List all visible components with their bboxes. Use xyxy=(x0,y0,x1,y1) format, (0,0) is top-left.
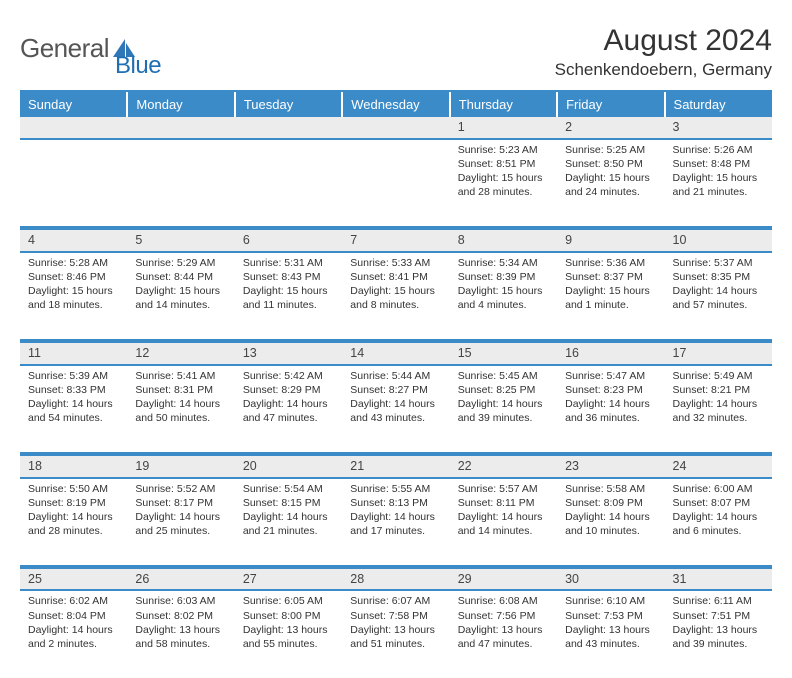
day-number-row: 123 xyxy=(20,117,772,139)
day-info-row: Sunrise: 5:23 AM Sunset: 8:51 PM Dayligh… xyxy=(20,139,772,227)
day-number: 1 xyxy=(450,117,557,139)
day-number: 23 xyxy=(557,455,664,478)
day-number-row: 18192021222324 xyxy=(20,455,772,478)
day-info: Sunrise: 5:33 AM Sunset: 8:41 PM Dayligh… xyxy=(342,252,449,340)
day-info: Sunrise: 5:23 AM Sunset: 8:51 PM Dayligh… xyxy=(450,139,557,227)
day-info: Sunrise: 6:05 AM Sunset: 8:00 PM Dayligh… xyxy=(235,590,342,678)
day-number: 14 xyxy=(342,342,449,365)
day-number xyxy=(127,117,234,139)
brand-name-1: General xyxy=(20,33,109,64)
weekday-header: Sunday xyxy=(20,92,127,117)
location-label: Schenkendoebern, Germany xyxy=(555,60,772,80)
day-info xyxy=(127,139,234,227)
day-number: 10 xyxy=(665,229,772,252)
day-number: 11 xyxy=(20,342,127,365)
day-number: 18 xyxy=(20,455,127,478)
day-number: 7 xyxy=(342,229,449,252)
day-info: Sunrise: 5:34 AM Sunset: 8:39 PM Dayligh… xyxy=(450,252,557,340)
day-info: Sunrise: 5:50 AM Sunset: 8:19 PM Dayligh… xyxy=(20,478,127,566)
day-info xyxy=(342,139,449,227)
weekday-header: Monday xyxy=(127,92,234,117)
day-number: 24 xyxy=(665,455,772,478)
day-info: Sunrise: 6:10 AM Sunset: 7:53 PM Dayligh… xyxy=(557,590,664,678)
day-number: 31 xyxy=(665,568,772,591)
day-info: Sunrise: 6:03 AM Sunset: 8:02 PM Dayligh… xyxy=(127,590,234,678)
weekday-header: Wednesday xyxy=(342,92,449,117)
day-info: Sunrise: 5:29 AM Sunset: 8:44 PM Dayligh… xyxy=(127,252,234,340)
day-info xyxy=(235,139,342,227)
day-number-row: 45678910 xyxy=(20,229,772,252)
day-info: Sunrise: 5:45 AM Sunset: 8:25 PM Dayligh… xyxy=(450,365,557,453)
day-info: Sunrise: 5:49 AM Sunset: 8:21 PM Dayligh… xyxy=(665,365,772,453)
day-number: 22 xyxy=(450,455,557,478)
day-number: 6 xyxy=(235,229,342,252)
weekday-header-row: Sunday Monday Tuesday Wednesday Thursday… xyxy=(20,92,772,117)
weekday-header: Saturday xyxy=(665,92,772,117)
day-info: Sunrise: 5:44 AM Sunset: 8:27 PM Dayligh… xyxy=(342,365,449,453)
day-info: Sunrise: 5:47 AM Sunset: 8:23 PM Dayligh… xyxy=(557,365,664,453)
title-block: August 2024 Schenkendoebern, Germany xyxy=(555,24,772,80)
brand-logo: General Blue xyxy=(20,24,161,72)
day-number xyxy=(20,117,127,139)
day-number: 16 xyxy=(557,342,664,365)
day-info: Sunrise: 5:28 AM Sunset: 8:46 PM Dayligh… xyxy=(20,252,127,340)
day-info: Sunrise: 6:08 AM Sunset: 7:56 PM Dayligh… xyxy=(450,590,557,678)
day-number: 4 xyxy=(20,229,127,252)
day-number: 8 xyxy=(450,229,557,252)
day-info: Sunrise: 6:07 AM Sunset: 7:58 PM Dayligh… xyxy=(342,590,449,678)
day-info: Sunrise: 5:36 AM Sunset: 8:37 PM Dayligh… xyxy=(557,252,664,340)
day-info-row: Sunrise: 5:28 AM Sunset: 8:46 PM Dayligh… xyxy=(20,252,772,340)
day-number: 30 xyxy=(557,568,664,591)
day-info: Sunrise: 5:52 AM Sunset: 8:17 PM Dayligh… xyxy=(127,478,234,566)
month-title: August 2024 xyxy=(555,24,772,58)
day-number: 13 xyxy=(235,342,342,365)
day-info: Sunrise: 5:57 AM Sunset: 8:11 PM Dayligh… xyxy=(450,478,557,566)
day-info: Sunrise: 6:00 AM Sunset: 8:07 PM Dayligh… xyxy=(665,478,772,566)
day-info: Sunrise: 5:58 AM Sunset: 8:09 PM Dayligh… xyxy=(557,478,664,566)
calendar-table: Sunday Monday Tuesday Wednesday Thursday… xyxy=(20,92,772,678)
day-number: 5 xyxy=(127,229,234,252)
day-number xyxy=(342,117,449,139)
day-info: Sunrise: 5:26 AM Sunset: 8:48 PM Dayligh… xyxy=(665,139,772,227)
day-number: 21 xyxy=(342,455,449,478)
day-number: 19 xyxy=(127,455,234,478)
day-info-row: Sunrise: 5:39 AM Sunset: 8:33 PM Dayligh… xyxy=(20,365,772,453)
day-number-row: 25262728293031 xyxy=(20,568,772,591)
day-info: Sunrise: 5:54 AM Sunset: 8:15 PM Dayligh… xyxy=(235,478,342,566)
day-info: Sunrise: 5:42 AM Sunset: 8:29 PM Dayligh… xyxy=(235,365,342,453)
day-info: Sunrise: 5:55 AM Sunset: 8:13 PM Dayligh… xyxy=(342,478,449,566)
day-number: 26 xyxy=(127,568,234,591)
day-info: Sunrise: 5:39 AM Sunset: 8:33 PM Dayligh… xyxy=(20,365,127,453)
day-number: 2 xyxy=(557,117,664,139)
day-number-row: 11121314151617 xyxy=(20,342,772,365)
page-header: General Blue August 2024 Schenkendoebern… xyxy=(20,24,772,80)
day-number: 25 xyxy=(20,568,127,591)
day-info: Sunrise: 5:25 AM Sunset: 8:50 PM Dayligh… xyxy=(557,139,664,227)
day-number: 15 xyxy=(450,342,557,365)
day-number xyxy=(235,117,342,139)
day-number: 12 xyxy=(127,342,234,365)
day-info: Sunrise: 6:11 AM Sunset: 7:51 PM Dayligh… xyxy=(665,590,772,678)
day-number: 3 xyxy=(665,117,772,139)
weekday-header: Friday xyxy=(557,92,664,117)
day-number: 20 xyxy=(235,455,342,478)
day-info: Sunrise: 6:02 AM Sunset: 8:04 PM Dayligh… xyxy=(20,590,127,678)
day-info: Sunrise: 5:37 AM Sunset: 8:35 PM Dayligh… xyxy=(665,252,772,340)
day-info: Sunrise: 5:31 AM Sunset: 8:43 PM Dayligh… xyxy=(235,252,342,340)
day-number: 29 xyxy=(450,568,557,591)
day-info-row: Sunrise: 5:50 AM Sunset: 8:19 PM Dayligh… xyxy=(20,478,772,566)
weekday-header: Tuesday xyxy=(235,92,342,117)
day-number: 28 xyxy=(342,568,449,591)
brand-name-2: Blue xyxy=(115,52,161,80)
day-number: 27 xyxy=(235,568,342,591)
weekday-header: Thursday xyxy=(450,92,557,117)
day-info: Sunrise: 5:41 AM Sunset: 8:31 PM Dayligh… xyxy=(127,365,234,453)
day-number: 17 xyxy=(665,342,772,365)
day-info xyxy=(20,139,127,227)
day-info-row: Sunrise: 6:02 AM Sunset: 8:04 PM Dayligh… xyxy=(20,590,772,678)
day-number: 9 xyxy=(557,229,664,252)
